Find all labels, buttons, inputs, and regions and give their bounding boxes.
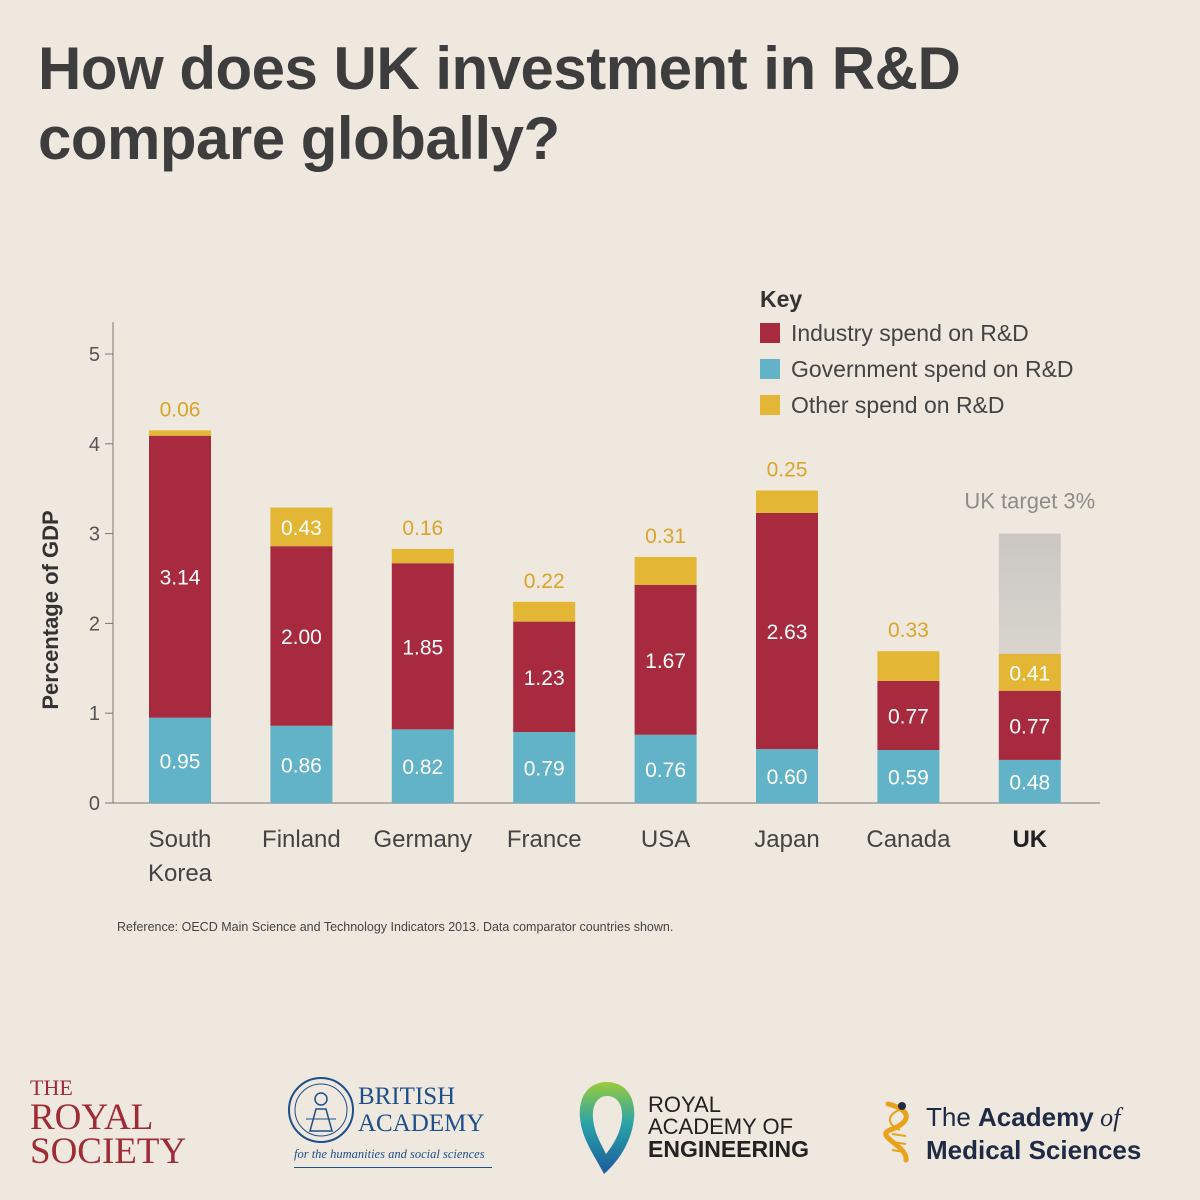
bar-government <box>877 750 940 803</box>
legend-label: Other spend on R&D <box>791 392 1005 418</box>
industry-value-label: 2.63 <box>767 621 808 644</box>
royal-society-logo-line3: SOCIETY <box>30 1131 187 1172</box>
dna-helix-icon <box>883 1101 909 1163</box>
british-academy-name-line2: ACADEMY <box>358 1110 485 1137</box>
legend-swatch <box>760 395 780 415</box>
academy-medical-sciences-text: The Academy of Medical Sciences <box>926 1101 1141 1166</box>
government-value-label: 0.76 <box>645 759 686 782</box>
y-tick-label: 5 <box>89 344 100 366</box>
y-tick-label: 2 <box>89 613 100 635</box>
other-value-label: 0.25 <box>767 458 808 481</box>
bar-other <box>513 601 576 622</box>
royal-academy-engineering-mark-icon <box>579 1082 635 1174</box>
ams-line2: Medical Sciences <box>926 1134 1141 1166</box>
government-value-label: 0.60 <box>767 766 808 789</box>
x-tick-label: France <box>507 826 582 853</box>
x-tick-label: UK <box>1012 826 1047 853</box>
bar-government <box>391 729 454 803</box>
y-tick-label: 0 <box>89 793 100 815</box>
royal-society-logo-line2: ROYAL <box>30 1097 154 1138</box>
legend-title: Key <box>760 286 802 312</box>
british-academy-rule <box>294 1167 492 1168</box>
other-value-label: 0.43 <box>281 517 322 540</box>
chart: 0 1 2 3 4 5 Percentage of GDP 0.95 3.14 0.06 South… <box>38 286 1100 887</box>
page-title: How does UK investment in R&D compare gl… <box>38 35 961 172</box>
bar-other <box>270 507 333 547</box>
other-value-label: 0.31 <box>645 525 686 548</box>
reference-note: Reference: OECD Main Science and Technol… <box>117 920 674 934</box>
industry-value-label: 2.00 <box>281 626 322 649</box>
legend-label: Industry spend on R&D <box>791 320 1029 346</box>
bar-other <box>998 653 1061 691</box>
government-value-label: 0.95 <box>160 750 201 773</box>
legend-swatch <box>760 323 780 343</box>
british-academy-seal-icon <box>288 1077 354 1143</box>
bar-industry <box>998 690 1061 760</box>
industry-value-label: 0.77 <box>1009 715 1050 738</box>
x-tick-label: Germany <box>373 826 472 853</box>
bar-industry <box>149 435 211 718</box>
royal-society-logo: THE ROYAL SOCIETY <box>30 1075 187 1172</box>
bar-other <box>877 651 940 681</box>
government-value-label: 0.59 <box>888 767 929 790</box>
bar-government <box>634 734 697 803</box>
industry-value-label: 0.77 <box>888 705 929 728</box>
bar-industry <box>513 621 576 733</box>
other-value-label: 0.33 <box>888 619 929 642</box>
ams-line1-prefix: The <box>926 1102 979 1132</box>
ams-line1-suffix: of <box>1093 1103 1121 1132</box>
government-value-label: 0.82 <box>402 756 443 779</box>
other-value-label: 0.22 <box>524 570 565 593</box>
bar-other <box>756 490 818 513</box>
royal-academy-engineering-text: ROYAL ACADEMY OF ENGINEERING <box>648 1092 810 1162</box>
bar-government <box>513 732 576 803</box>
bar-government <box>149 717 211 803</box>
x-tick-label: Canada <box>866 826 951 853</box>
ams-line2-bold: Medical Sciences <box>926 1135 1142 1165</box>
target-label: UK target 3% <box>964 489 1095 514</box>
royal-society-logo-line1: THE <box>30 1075 73 1100</box>
other-value-label: 0.06 <box>160 398 201 421</box>
government-value-label: 0.86 <box>281 754 322 777</box>
industry-value-label: 1.85 <box>402 636 443 659</box>
british-academy-tagline: for the humanities and social sciences <box>294 1147 485 1161</box>
bar-industry <box>270 546 333 726</box>
x-tick-label: South <box>149 826 212 853</box>
british-academy-name: BRITISH ACADEMY <box>358 1083 484 1137</box>
ams-line1: The Academy of <box>926 1101 1141 1134</box>
x-tick-label: Finland <box>262 826 341 853</box>
industry-value-label: 1.67 <box>645 650 686 673</box>
government-value-label: 0.48 <box>1009 771 1050 794</box>
british-academy-name-line1: BRITISH <box>358 1083 456 1110</box>
other-value-label: 0.16 <box>402 517 443 540</box>
rae-line2: ACADEMY OF <box>648 1114 794 1139</box>
y-tick-label: 1 <box>89 703 100 725</box>
x-tick-label: USA <box>641 826 690 853</box>
legend-label: Government spend on R&D <box>791 356 1074 382</box>
bar-government <box>756 749 818 803</box>
rae-line3: ENGINEERING <box>648 1136 810 1162</box>
legend-swatch <box>760 359 780 379</box>
bar-other <box>634 556 697 585</box>
bar-government <box>998 759 1061 803</box>
y-axis-label: Percentage of GDP <box>38 510 63 709</box>
other-value-label: 0.41 <box>1009 662 1050 685</box>
british-academy-logo: BRITISH ACADEMY for the humanities and s… <box>286 1075 516 1175</box>
y-tick-label: 3 <box>89 524 100 546</box>
bar-government <box>270 725 333 803</box>
bar-other <box>391 548 454 564</box>
ams-line1-bold: Academy <box>978 1102 1094 1132</box>
bar-industry <box>634 584 697 735</box>
government-value-label: 0.79 <box>524 758 565 781</box>
bar-industry <box>877 680 940 751</box>
bar-other <box>149 430 211 436</box>
bar-industry <box>756 512 818 750</box>
x-tick-label: Japan <box>754 826 819 853</box>
industry-value-label: 1.23 <box>524 667 565 690</box>
rae-line1: ROYAL <box>648 1092 721 1117</box>
industry-value-label: 3.14 <box>160 567 201 590</box>
x-tick-label: Korea <box>148 860 213 887</box>
bar-industry <box>391 563 454 730</box>
y-tick-label: 4 <box>89 434 100 456</box>
